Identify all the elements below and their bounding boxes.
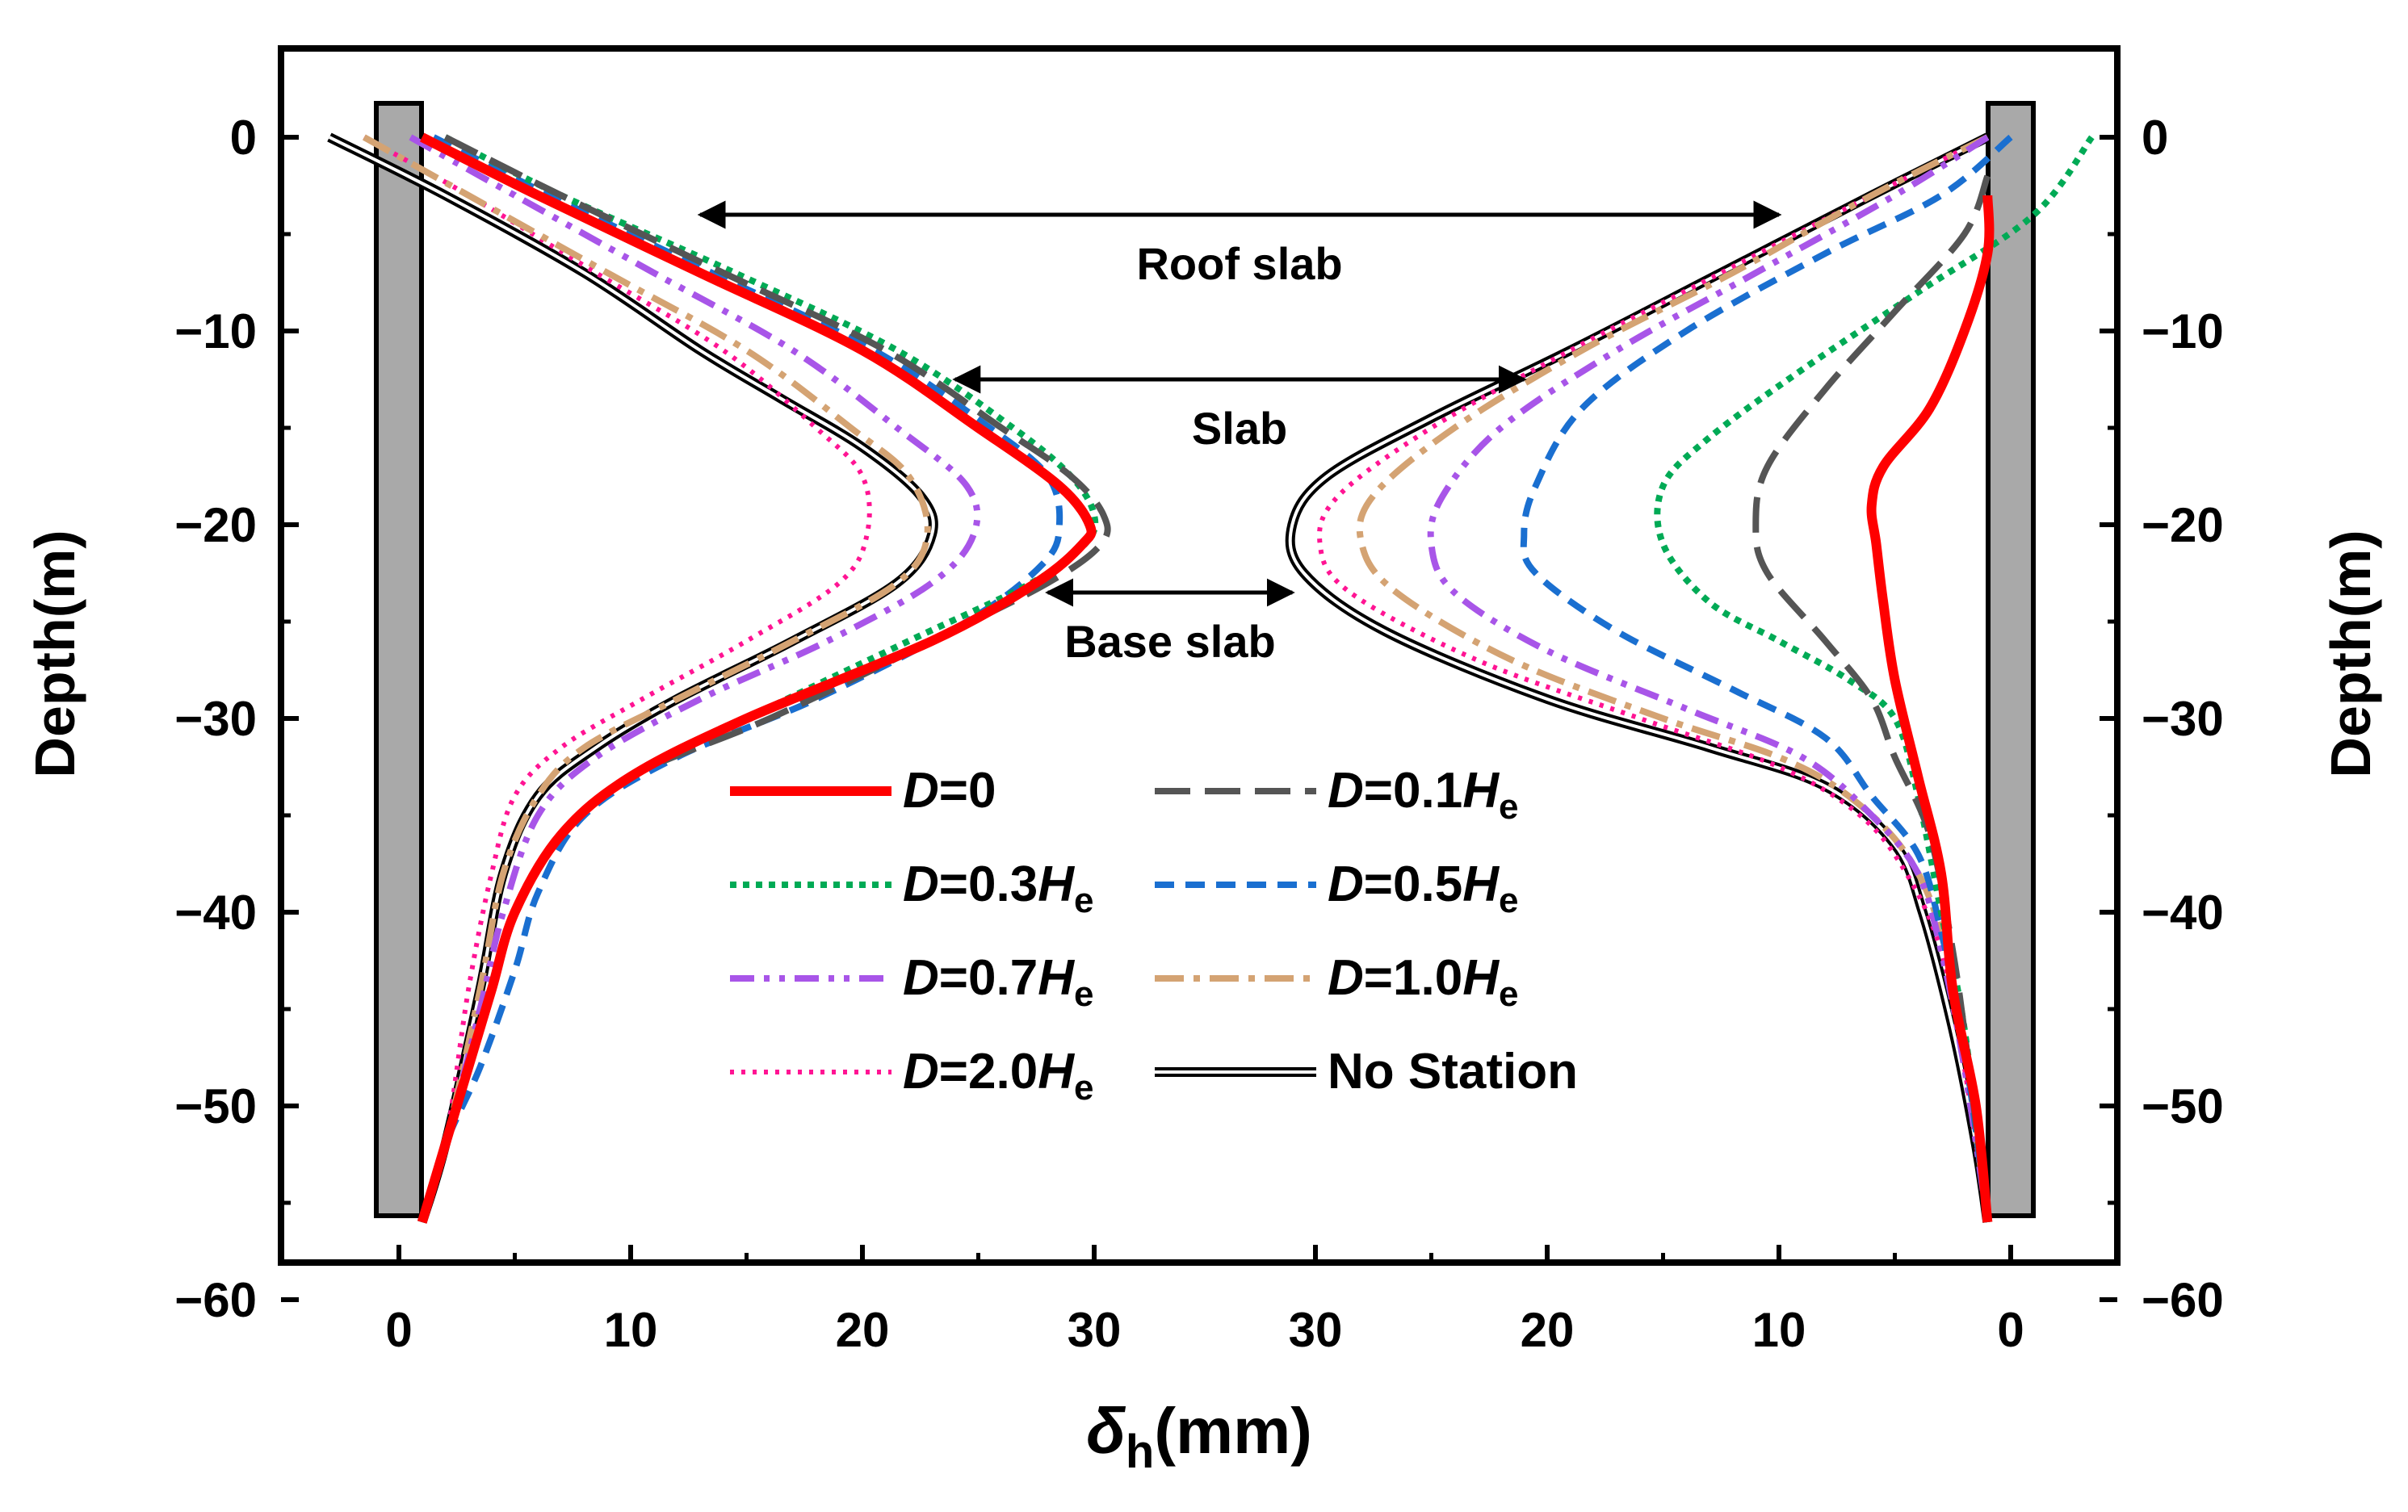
axis-layer: 0 0 −10 −10 −20 −20 −30 −30 −40 −40 −50 −50 −60 −60 0 1… xyxy=(174,111,2224,1357)
legend: D=0 D=0.1He D=0.3He D=0.5He D=0.7He D=1.0He D=… xyxy=(730,763,1578,1108)
x-tick-label-right: 10 xyxy=(1752,1303,1806,1357)
legend-label-D0: D=0 xyxy=(903,763,996,819)
legend-label-D01: D=0.1He xyxy=(1328,763,1518,827)
y-tick-label-left: −50 xyxy=(174,1079,257,1133)
x-tick-label-right: 20 xyxy=(1521,1303,1575,1357)
x-tick-label-left: 30 xyxy=(1068,1303,1122,1357)
plot-frame xyxy=(278,45,2121,1266)
x-tick-label-left: 10 xyxy=(604,1303,658,1357)
series-D07-left xyxy=(409,134,981,1224)
series-D20-left xyxy=(363,135,872,1223)
annotation-layer: Roof slab Slab Base slab xyxy=(697,200,1782,667)
y-tick-label-right: −60 xyxy=(2142,1273,2224,1327)
y-tick-label-left: 0 xyxy=(230,111,257,165)
y-tick-label-right: −30 xyxy=(2142,692,2224,746)
x-tick-label-left: 0 xyxy=(385,1303,412,1357)
x-axis-symbol: δ xyxy=(1086,1395,1126,1467)
series-D01-right xyxy=(1752,174,1991,1223)
y-tick-label-right: −10 xyxy=(2142,304,2224,358)
y-tick-label-right: 0 xyxy=(2142,111,2168,165)
legend-label-D07: D=0.7He xyxy=(903,950,1093,1014)
right-retaining-wall xyxy=(1986,101,2036,1218)
y-axis-title-left: Depth(m) xyxy=(23,530,86,777)
annotation-label: Base slab xyxy=(1064,616,1276,667)
y-tick-label-left: −30 xyxy=(174,692,257,746)
annotation-label: Roof slab xyxy=(1136,238,1342,289)
series-D07-right xyxy=(1427,134,1991,1223)
x-tick-label-right: 30 xyxy=(1289,1303,1343,1357)
y-tick-label-right: −20 xyxy=(2142,498,2224,552)
left-retaining-wall xyxy=(374,101,424,1218)
series-D05-right xyxy=(1520,134,2013,1223)
series-D10-right xyxy=(1356,134,1991,1223)
y-tick-label-left: −60 xyxy=(174,1273,257,1327)
series-D0-right xyxy=(1866,195,1995,1223)
y-tick-label-left: −10 xyxy=(174,304,257,358)
series-D0-left xyxy=(417,132,1097,1224)
series-D20-right xyxy=(1316,135,1991,1223)
y-axis-title-right: Depth(m) xyxy=(2319,530,2382,777)
x-axis-unit: (mm) xyxy=(1154,1395,1312,1467)
legend-label-D05: D=0.5He xyxy=(1328,857,1518,920)
legend-label-D03: D=0.3He xyxy=(903,857,1093,920)
x-axis-subscript: h xyxy=(1126,1426,1154,1478)
series-layer xyxy=(327,132,2095,1224)
legend-label-NS: No Station xyxy=(1328,1044,1578,1099)
x-tick-label-right: 0 xyxy=(1997,1303,2024,1357)
series-D10-left xyxy=(362,134,931,1224)
y-tick-label-right: −40 xyxy=(2142,886,2224,940)
x-axis-title: δh(mm) xyxy=(1086,1395,1312,1478)
legend-label-D10: D=1.0He xyxy=(1328,950,1518,1014)
y-tick-label-left: −40 xyxy=(174,886,257,940)
annotation-label: Slab xyxy=(1192,403,1287,454)
legend-label-D20: D=2.0He xyxy=(903,1044,1093,1108)
y-tick-label-left: −20 xyxy=(174,498,257,552)
y-tick-label-right: −50 xyxy=(2142,1079,2224,1133)
x-tick-label-left: 20 xyxy=(836,1303,890,1357)
